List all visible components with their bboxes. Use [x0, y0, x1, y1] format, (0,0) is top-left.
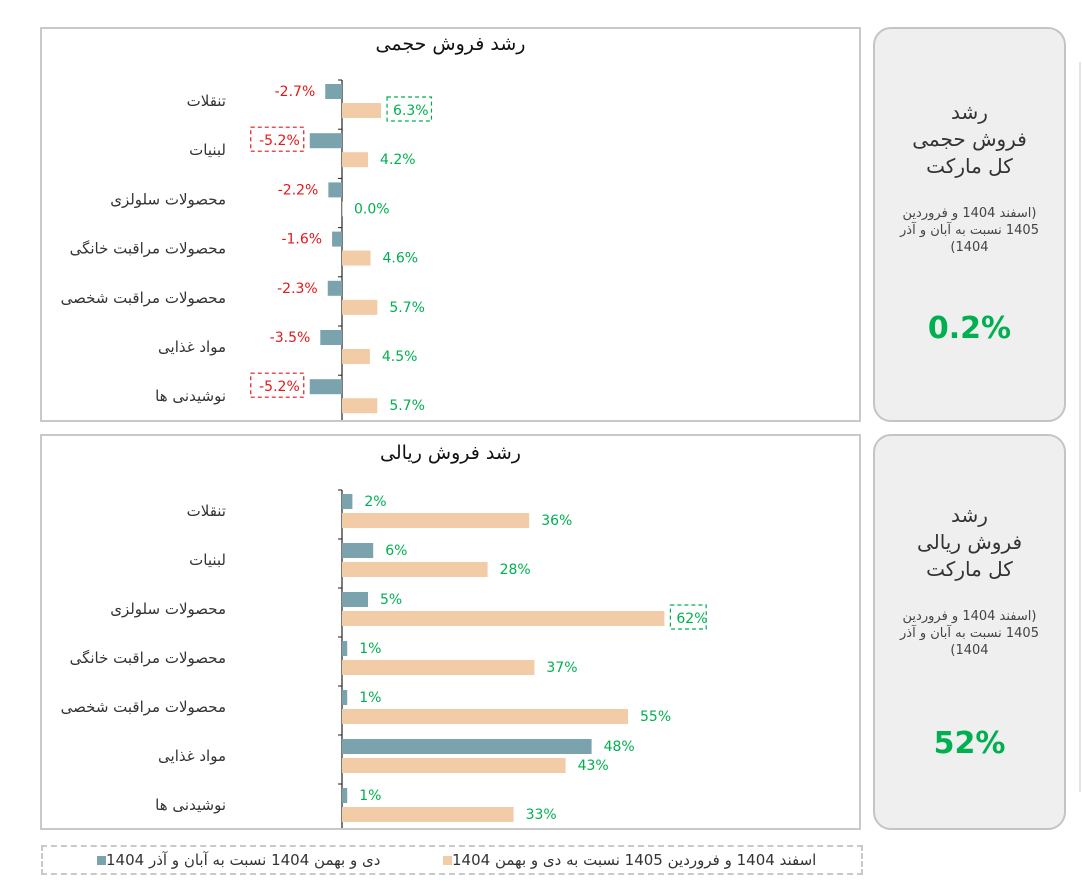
bar-previous-period	[342, 739, 592, 754]
data-label: 43%	[578, 758, 609, 774]
category-label: مواد غذایی	[158, 338, 226, 356]
data-label: 55%	[640, 709, 671, 725]
kpi-value-value: 52%	[933, 726, 1006, 761]
legend-label-previous: دی و بهمن 1404 نسبت به آبان و آذر 1404	[106, 851, 381, 869]
data-label: -5.2%	[259, 379, 300, 395]
legend-swatch-previous	[97, 856, 106, 865]
category-label: محصولات مراقبت خانگی	[70, 649, 226, 667]
kpi-card-value: رشد فروش ریالی کل مارکت (اسفند 1404 و فر…	[873, 434, 1066, 830]
kpi-value-title: رشد فروش ریالی کل مارکت	[916, 503, 1023, 581]
bar-current-period	[342, 562, 488, 577]
data-label: -1.6%	[281, 232, 322, 248]
bar-previous-period	[328, 182, 342, 198]
data-label: 28%	[500, 562, 531, 578]
value-chart-title: رشد فروش ریالی	[380, 442, 521, 464]
bar-previous-period	[325, 84, 342, 99]
category-label: محصولات سلولزی	[110, 600, 226, 618]
bar-previous-period	[327, 280, 342, 296]
data-label: 1%	[359, 788, 381, 804]
bar-previous-period	[332, 231, 342, 247]
bar-previous-period	[342, 690, 348, 705]
chart-legend: دی و بهمن 1404 نسبت به آبان و آذر 1404 ا…	[41, 845, 863, 875]
category-label: محصولات مراقبت شخصی	[61, 698, 226, 716]
category-label: لبنیات	[189, 551, 226, 569]
data-label: 37%	[546, 660, 577, 676]
bar-current-period	[342, 201, 343, 217]
kpi-volume-value: 0.2%	[927, 311, 1012, 346]
bar-previous-period	[342, 641, 348, 656]
scrollbar-edge	[1079, 62, 1081, 792]
bar-previous-period	[342, 494, 353, 509]
highlight-box	[386, 96, 433, 122]
value-chart-panel: رشد فروش ریالی تنقلات 2% 36% لبنیات 6% 28% محص…	[40, 434, 861, 830]
volume-chart-title: رشد فروش حجمی	[375, 33, 526, 55]
data-label: 2%	[364, 494, 386, 510]
bar-current-period	[342, 660, 535, 675]
category-label: محصولات سلولزی	[110, 190, 226, 208]
data-label: -3.5%	[270, 330, 311, 346]
bar-previous-period	[320, 330, 342, 345]
data-label: 33%	[526, 807, 557, 823]
data-label: 36%	[541, 513, 572, 529]
bar-current-period	[342, 807, 514, 822]
category-label: مواد غذایی	[158, 747, 226, 765]
bar-current-period	[342, 299, 378, 315]
highlight-box	[669, 604, 707, 630]
bar-previous-period	[342, 543, 374, 558]
highlight-box	[250, 126, 305, 152]
legend-item-current: اسفند 1404 و فروردین 1405 نسبت به دی و ب…	[439, 851, 816, 869]
category-label: محصولات مراقبت شخصی	[61, 289, 226, 307]
bar-current-period	[342, 250, 371, 266]
bar-current-period	[342, 758, 566, 773]
data-label: 62%	[676, 611, 707, 627]
data-label: 4.6%	[383, 251, 419, 267]
legend-swatch-current	[443, 856, 452, 865]
bar-current-period	[342, 611, 665, 626]
category-label: نوشیدنی ها	[155, 387, 226, 405]
kpi-volume-title: رشد فروش حجمی کل مارکت	[912, 100, 1027, 178]
highlight-box	[250, 372, 305, 398]
bar-current-period	[342, 513, 530, 528]
data-label: 0.0%	[354, 201, 390, 217]
data-label: 6.3%	[393, 103, 429, 119]
kpi-volume-subtitle: (اسفند 1404 و فروردین 1405 نسبت به آبان …	[900, 206, 1039, 255]
kpi-card-volume: رشد فروش حجمی کل مارکت (اسفند 1404 و فرو…	[873, 27, 1066, 422]
category-label: تنقلات	[187, 502, 226, 520]
data-label: 48%	[604, 739, 635, 755]
data-label: 6%	[385, 543, 407, 559]
data-label: -2.2%	[278, 182, 319, 198]
bar-current-period	[342, 398, 378, 414]
data-label: -2.7%	[275, 84, 316, 100]
bar-previous-period	[309, 379, 342, 395]
value-growth-chart: تنقلات 2% 36% لبنیات 6% 28% محصولات سلولزی 5% 62…	[61, 489, 708, 828]
data-label: 5.7%	[389, 398, 425, 414]
volume-chart-panel: رشد فروش حجمی تنقلات -2.7% 6.3% لبنیات -5.2%…	[40, 27, 861, 422]
bar-previous-period	[309, 133, 342, 149]
bar-current-period	[342, 103, 382, 118]
bar-current-period	[342, 349, 370, 364]
data-label: 1%	[359, 690, 381, 706]
bar-current-period	[342, 709, 628, 724]
kpi-value-subtitle: (اسفند 1404 و فروردین 1405 نسبت به آبان …	[900, 609, 1039, 658]
bar-previous-period	[342, 788, 348, 803]
legend-item-previous: دی و بهمن 1404 نسبت به آبان و آذر 1404	[93, 851, 380, 869]
legend-label-current: اسفند 1404 و فروردین 1405 نسبت به دی و ب…	[452, 851, 817, 869]
category-label: لبنیات	[189, 141, 226, 159]
data-label: 5%	[380, 592, 402, 608]
category-label: نوشیدنی ها	[155, 796, 226, 814]
data-label: 1%	[359, 641, 381, 657]
category-label: تنقلات	[187, 92, 226, 110]
data-label: -5.2%	[259, 133, 300, 149]
bar-previous-period	[342, 592, 368, 607]
volume-growth-chart: تنقلات -2.7% 6.3% لبنیات -5.2% 4.2% محصولات سل…	[61, 79, 433, 420]
bar-current-period	[342, 152, 369, 168]
category-label: محصولات مراقبت خانگی	[70, 240, 226, 258]
data-label: 5.7%	[389, 300, 425, 316]
data-label: -2.3%	[277, 281, 318, 297]
data-label: 4.2%	[380, 152, 416, 168]
data-label: 4.5%	[382, 349, 418, 365]
